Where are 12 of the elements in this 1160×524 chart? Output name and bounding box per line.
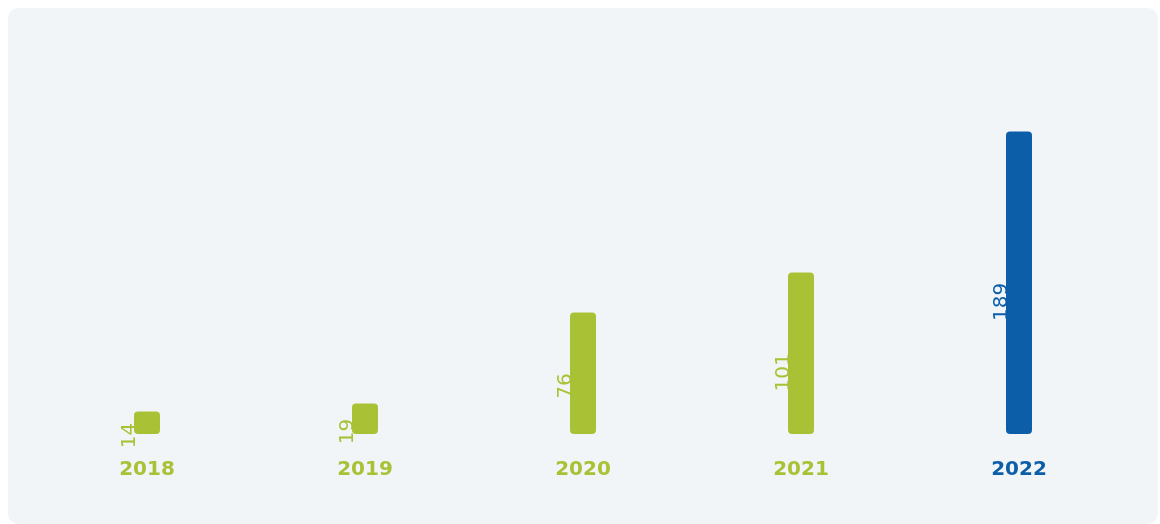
x-tick-label: 2019	[337, 456, 393, 480]
bar	[1006, 131, 1032, 434]
bar	[134, 411, 160, 434]
x-tick-label: 2022	[991, 456, 1047, 480]
bar	[570, 312, 596, 434]
data-label: 14	[116, 422, 140, 449]
bar	[788, 272, 814, 434]
x-tick-label: 2021	[773, 456, 829, 480]
x-tick-label: 2020	[555, 456, 611, 480]
data-label: 19	[334, 418, 358, 445]
x-tick-label: 2018	[119, 456, 175, 480]
bar	[352, 403, 378, 434]
